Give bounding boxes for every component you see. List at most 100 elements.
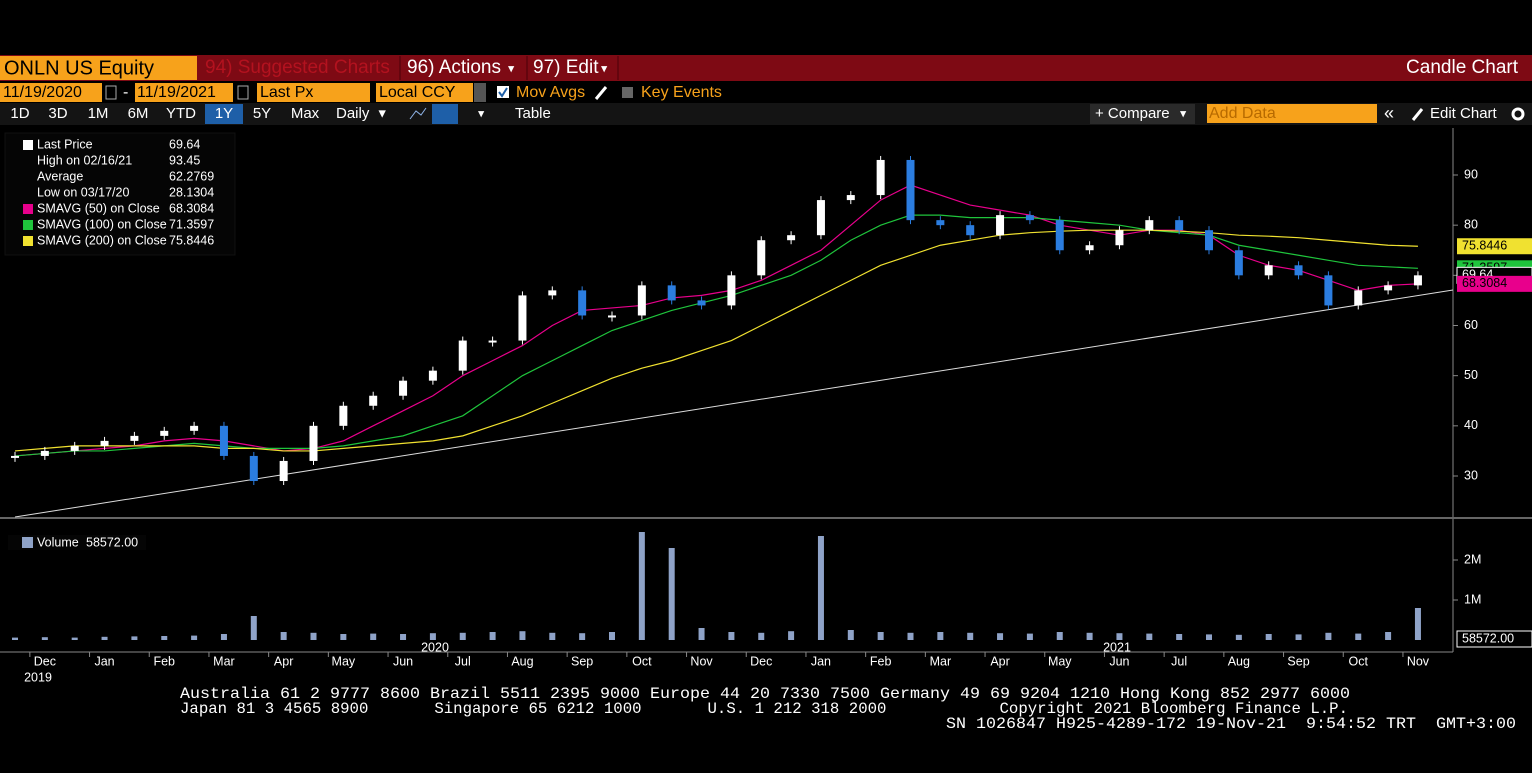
candle <box>727 275 736 306</box>
candle <box>608 315 616 318</box>
volume-bar <box>877 632 884 640</box>
candle <box>1413 275 1422 286</box>
pencil-icon <box>1411 108 1424 121</box>
ticker-box[interactable] <box>0 56 197 80</box>
calendar-icon[interactable] <box>105 85 117 100</box>
volume-bar <box>41 637 48 640</box>
period-button[interactable]: 1D <box>10 105 29 122</box>
candle <box>458 340 467 371</box>
candle <box>667 285 676 301</box>
x-tick-label: Apr <box>274 654 293 668</box>
volume-bar <box>1206 634 1212 640</box>
volume-bar <box>489 632 496 640</box>
menu[interactable]: 96) Actions <box>407 57 501 78</box>
candle <box>40 450 49 456</box>
value-tag <box>1456 630 1532 648</box>
legend-value: 93.45 <box>169 153 200 167</box>
footer-line: Australia 61 2 9777 8600 Brazil 5511 239… <box>180 685 1350 703</box>
date-box[interactable] <box>0 83 102 102</box>
period-button[interactable]: 3D <box>48 105 67 122</box>
period-button[interactable]: 1M <box>88 105 109 122</box>
selected-period <box>205 104 243 124</box>
period-button[interactable]: Max <box>291 105 320 122</box>
period-button[interactable]: 6M <box>128 105 149 122</box>
volume-bar <box>698 628 705 640</box>
candle <box>100 440 109 446</box>
legend-value: 75.8446 <box>169 233 214 247</box>
pencil-icon[interactable] <box>594 86 608 100</box>
volume-bar <box>1385 632 1392 640</box>
legend-swatch <box>23 140 33 150</box>
x-tick-label: Dec <box>34 654 56 668</box>
volume-bar <box>1086 632 1093 640</box>
candle <box>488 340 497 343</box>
dropdown[interactable] <box>474 83 486 102</box>
candle <box>876 159 885 196</box>
menu[interactable]: 94) Suggested Charts <box>205 57 390 78</box>
candle <box>637 285 646 316</box>
candle <box>130 435 139 441</box>
y-tick-label: 90 <box>1464 167 1478 181</box>
dropdown-arrow: ▾ <box>478 106 485 120</box>
volume-bar <box>638 532 645 640</box>
volume-bar <box>1116 633 1123 640</box>
volume-bar <box>937 632 944 640</box>
legend-label: Low on 03/17/20 <box>37 185 129 199</box>
candle <box>399 380 408 396</box>
volume-bar <box>310 632 317 640</box>
line-icon[interactable] <box>409 107 427 120</box>
edit-chart[interactable]: Edit Chart <box>1430 105 1498 122</box>
calendar-icon[interactable] <box>237 85 249 100</box>
candle <box>160 430 169 436</box>
period-button[interactable]: 5Y <box>253 105 271 122</box>
start-date: 11/19/2020 <box>3 84 82 101</box>
legend-value: 62.2769 <box>169 169 214 183</box>
candle <box>757 240 766 276</box>
settings-icon[interactable] <box>1511 107 1525 121</box>
frequency[interactable]: Daily <box>336 105 370 122</box>
candle-icon[interactable] <box>432 104 458 124</box>
dropdown-arrow: ▾ <box>508 61 515 75</box>
dropdown-arrow: ▾ <box>1180 106 1187 120</box>
volume-bar <box>579 633 586 640</box>
legend-box <box>4 132 236 256</box>
chart-type: Candle Chart <box>1406 57 1519 78</box>
x-tick-label: Feb <box>870 654 892 668</box>
value-tag-label: 68.3084 <box>1462 276 1507 290</box>
compare-box[interactable] <box>1090 104 1195 124</box>
date-box[interactable] <box>135 83 233 102</box>
legend-label: Last Price <box>37 137 93 151</box>
volume-bar <box>728 632 735 640</box>
legend-swatch <box>23 204 33 214</box>
legend-value: 28.1304 <box>169 185 214 199</box>
dropdown-arrow: ▼ <box>376 106 388 120</box>
value-tag <box>1457 275 1532 292</box>
volume-bar <box>1235 634 1242 640</box>
x-tick-label: Jun <box>1109 654 1129 668</box>
candle <box>816 200 825 236</box>
candle <box>428 370 437 381</box>
period-button[interactable]: 1Y <box>215 105 233 122</box>
candle <box>697 300 706 306</box>
x-tick-label: Jan <box>811 654 831 668</box>
checkbox[interactable] <box>622 87 633 98</box>
x-tick-label: Dec <box>750 654 772 668</box>
volume-bar <box>12 637 18 640</box>
x-tick-label: Oct <box>1349 654 1369 668</box>
menu[interactable]: 97) Edit <box>533 57 599 78</box>
field-box[interactable] <box>257 83 370 102</box>
currency-box[interactable] <box>376 83 473 102</box>
check <box>498 87 508 98</box>
add-data-box[interactable] <box>1207 104 1377 123</box>
volume-bar <box>1176 634 1183 640</box>
period-button[interactable]: YTD <box>166 105 196 122</box>
volume-bar <box>340 634 347 640</box>
volume-swatch <box>22 537 33 548</box>
field: Last Px <box>260 84 313 101</box>
x-tick-label: Sep <box>571 654 593 668</box>
table-button[interactable]: Table <box>515 105 551 122</box>
x-tick-label: Feb <box>153 654 175 668</box>
currency: Local CCY <box>379 84 456 101</box>
volume-bar <box>1414 608 1421 640</box>
collapse-icon[interactable]: « <box>1384 103 1394 123</box>
